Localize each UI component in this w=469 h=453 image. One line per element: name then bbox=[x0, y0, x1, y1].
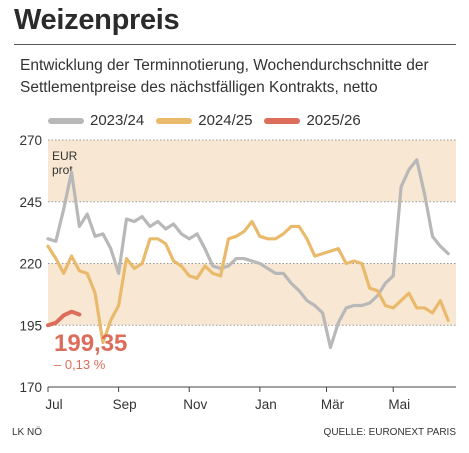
page-title: Weizenpreis bbox=[14, 4, 180, 36]
legend-swatch-2024-25 bbox=[156, 117, 193, 124]
legend-label-2024-25: 2024/25 bbox=[198, 112, 253, 129]
legend-item-2024-25: 2024/25 bbox=[156, 112, 252, 129]
chart-subtitle: Entwicklung der Terminnotierung, Wochend… bbox=[20, 57, 429, 96]
chart-legend: 2023/24 2024/25 2025/26 bbox=[48, 112, 373, 129]
x-tick-label-Jul: Jul bbox=[45, 397, 62, 412]
legend-label-2023-24: 2023/24 bbox=[90, 112, 145, 129]
band-0 bbox=[48, 263, 456, 326]
legend-swatch-2023-24 bbox=[48, 117, 84, 124]
y-tick-label-195: 195 bbox=[19, 318, 42, 333]
y-tick-label-245: 245 bbox=[19, 195, 42, 210]
legend-swatch-2025-26 bbox=[264, 117, 301, 124]
unit-label-line-1: prot bbox=[52, 163, 73, 177]
x-tick-label-Sep: Sep bbox=[113, 397, 137, 412]
band-1 bbox=[48, 140, 456, 202]
y-tick-label-270: 270 bbox=[19, 133, 42, 148]
x-tick-label-Jan: Jan bbox=[255, 397, 277, 412]
legend-item-2023-24: 2023/24 bbox=[48, 112, 144, 129]
legend-item-2025-26: 2025/26 bbox=[264, 112, 361, 129]
series-line-2024-25 bbox=[46, 219, 450, 345]
x-tick-label-Nov: Nov bbox=[183, 397, 207, 412]
x-tick-label-Mär: Mär bbox=[321, 397, 345, 412]
y-tick-label-170: 170 bbox=[19, 380, 42, 395]
footer-source: QUELLE: EURONEXT PARIS bbox=[323, 427, 456, 438]
current-price-label: 199,35 bbox=[54, 330, 127, 357]
legend-label-2025-26: 2025/26 bbox=[306, 112, 361, 129]
series-line-2025-26 bbox=[46, 309, 82, 328]
x-tick-label-Mai: Mai bbox=[388, 397, 410, 412]
title-divider bbox=[14, 44, 456, 45]
y-tick-label-220: 220 bbox=[19, 257, 42, 272]
footer-credit: LK NÖ bbox=[12, 427, 43, 438]
price-change-label: – 0,13 % bbox=[54, 357, 106, 372]
series-line-2023-24 bbox=[46, 158, 450, 350]
unit-label-line-0: EUR bbox=[52, 149, 78, 163]
